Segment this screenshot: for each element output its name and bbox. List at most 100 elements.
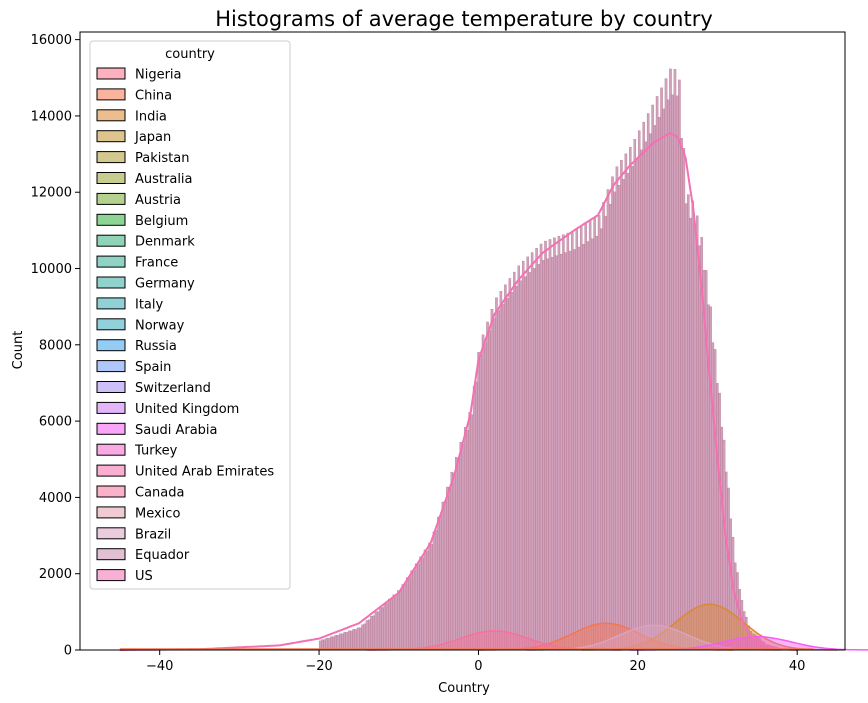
histogram-bar: [432, 531, 436, 651]
plot-frame: [79, 31, 846, 651]
histogram-bar: [430, 544, 433, 651]
series-area-canada: [366, 630, 622, 650]
legend-label: Switzerland: [135, 381, 211, 396]
histogram-bar: [504, 284, 507, 651]
histogram-bar: [350, 630, 353, 651]
histogram-bar: [559, 253, 563, 651]
histogram-bar: [626, 172, 630, 651]
histogram-bar: [466, 429, 469, 651]
histogram-bar: [635, 157, 639, 651]
histogram-bar: [414, 563, 418, 651]
histogram-bar: [468, 412, 471, 651]
x-tick-label: 0: [474, 659, 482, 674]
histogram-bar: [678, 79, 681, 651]
histogram-bar: [530, 252, 534, 651]
y-tick-label: 12000: [31, 186, 72, 201]
legend-swatch: [96, 318, 126, 331]
histogram-bar: [446, 486, 449, 651]
histogram-bar: [675, 95, 679, 651]
legend-label: Mexico: [135, 506, 180, 521]
legend-label: Australia: [135, 172, 193, 187]
legend-swatch: [96, 401, 126, 414]
histogram-bar: [345, 632, 349, 651]
histogram-bar: [521, 260, 525, 651]
histogram-bar: [693, 225, 697, 651]
histogram-bar: [443, 501, 447, 651]
legend-label: Equador: [135, 548, 190, 563]
histogram-bar: [539, 243, 543, 651]
y-axis-label: Count: [11, 331, 26, 370]
histogram-bar: [325, 638, 329, 651]
histogram-bar: [633, 138, 637, 651]
legend-swatch: [96, 506, 126, 519]
histogram-bar: [586, 241, 590, 651]
legend-label: France: [135, 256, 178, 271]
legend-label: Belgium: [135, 214, 188, 229]
legend-label: US: [135, 569, 153, 584]
histogram-bar: [548, 239, 552, 651]
histogram-bar: [557, 236, 561, 651]
histogram-bar: [410, 570, 413, 651]
histogram-bar: [684, 203, 688, 651]
legend-swatch: [96, 88, 126, 101]
histogram-bar: [390, 599, 393, 651]
histogram-bar: [515, 285, 518, 651]
histogram-bar: [546, 258, 550, 651]
histogram-bar: [470, 414, 474, 651]
histogram-bar: [513, 271, 516, 651]
histogram-bar: [646, 113, 650, 651]
histogram-bar: [501, 304, 505, 651]
histogram-bar: [481, 334, 485, 651]
histogram-bar: [640, 149, 643, 651]
histogram-bar: [457, 458, 460, 651]
histogram-bar: [463, 427, 467, 651]
histogram-bar: [611, 176, 614, 651]
histogram-bar: [383, 603, 387, 651]
histogram-bar: [562, 234, 565, 651]
histogram-bar: [388, 598, 391, 651]
histogram-bar: [408, 577, 411, 651]
legend-label: Spain: [135, 360, 171, 375]
histogram-bar: [419, 556, 422, 651]
legend-swatch: [96, 443, 126, 456]
legend-swatch: [96, 527, 126, 540]
histogram-bar: [506, 298, 509, 651]
histogram-bar: [615, 166, 619, 651]
histogram-bar: [588, 220, 592, 651]
histogram-bar: [689, 217, 692, 651]
legend-swatch: [96, 130, 126, 143]
histogram-bar: [495, 297, 498, 651]
histogram-bar: [535, 248, 538, 651]
histogram-bar: [608, 203, 612, 651]
legend-box: [89, 40, 291, 590]
histogram-bar: [423, 549, 427, 651]
histogram-bar: [696, 215, 699, 651]
histogram-bar: [365, 620, 369, 651]
y-tick-label: 14000: [31, 109, 72, 124]
histogram-bar: [492, 318, 496, 651]
histogram-bar: [577, 246, 581, 651]
legend-swatch: [96, 422, 126, 435]
series-area-brazil: [526, 625, 782, 650]
y-tick-label: 0: [64, 644, 72, 659]
histogram-bar: [372, 615, 375, 651]
y-axis-ticks: 0 2000 4000 6000 8000 10000 12000 14000 16000: [31, 33, 80, 659]
legend-label: Saudi Arabia: [135, 423, 218, 438]
histogram-bar: [339, 633, 342, 651]
histogram-bar: [517, 265, 520, 651]
legend-label: China: [135, 88, 172, 103]
histogram-bar: [542, 260, 545, 651]
histogram-bar: [486, 321, 489, 651]
histogram-bar: [642, 121, 645, 651]
legend-label: Turkey: [134, 444, 178, 459]
histogram-bar: [579, 226, 583, 651]
histogram-bar: [533, 268, 536, 651]
histogram-bar: [524, 276, 527, 651]
histogram-bar: [638, 130, 641, 651]
histogram-bar: [421, 557, 425, 651]
legend-label: Norway: [135, 318, 185, 333]
legend-swatch: [96, 172, 126, 184]
histogram-bar: [363, 623, 367, 651]
legend-label: United Kingdom: [135, 402, 239, 417]
